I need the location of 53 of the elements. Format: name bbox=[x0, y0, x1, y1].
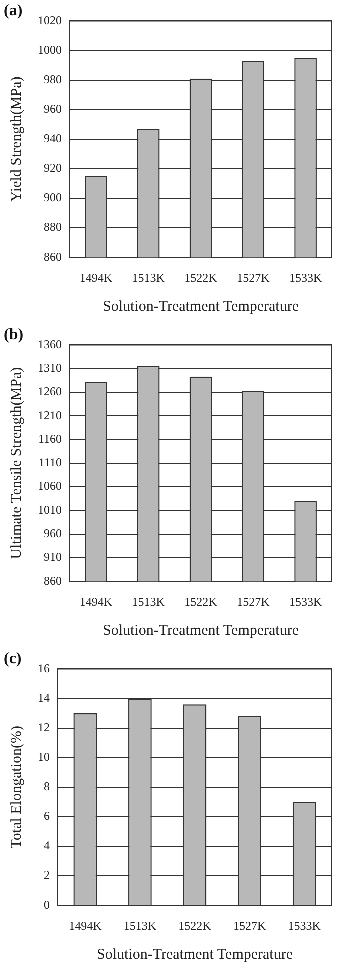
y-tick-label: 1210 bbox=[38, 408, 62, 422]
x-tick-label: 1494K bbox=[80, 594, 113, 609]
x-tick-label: 1533K bbox=[289, 270, 322, 285]
y-tick-label: 1310 bbox=[38, 360, 62, 375]
y-tick-label: 1010 bbox=[38, 502, 62, 517]
x-tick-label: 1522K bbox=[184, 270, 218, 285]
y-tick-label: 14 bbox=[38, 690, 50, 705]
y-tick-label: 4 bbox=[44, 838, 50, 853]
chart-title: (b) bbox=[4, 326, 24, 344]
y-tick-label: 1360 bbox=[38, 337, 62, 352]
x-tick-label: 1527K bbox=[233, 918, 266, 933]
y-tick-label: 2 bbox=[44, 868, 50, 882]
y-tick-label: 10 bbox=[38, 750, 50, 764]
y-tick-label: 910 bbox=[44, 550, 62, 564]
y-tick-label: 940 bbox=[44, 132, 62, 146]
y-axis-title: Yield Strength(MPa) bbox=[8, 76, 25, 202]
y-axis-title: Total Elongation(%) bbox=[8, 726, 25, 849]
y-tick-label: 1110 bbox=[38, 456, 62, 470]
y-tick-label: 880 bbox=[44, 220, 62, 234]
x-tick-label: 1522K bbox=[178, 918, 212, 933]
x-tick-label: 1494K bbox=[80, 270, 113, 285]
y-axis-title: Ultimate Tensile Strength(MPa) bbox=[8, 367, 25, 560]
y-tick-label: 900 bbox=[44, 190, 62, 205]
chart-title: (c) bbox=[4, 650, 22, 668]
y-tick-label: 1060 bbox=[38, 479, 62, 494]
y-tick-label: 1020 bbox=[38, 13, 62, 28]
x-tick-label: 1522K bbox=[184, 594, 218, 609]
y-tick-label: 960 bbox=[44, 526, 62, 540]
y-tick-label: 920 bbox=[44, 161, 62, 176]
x-tick-label: 1533K bbox=[288, 918, 322, 933]
chart-title: (a) bbox=[4, 2, 23, 20]
x-tick-label: 1513K bbox=[124, 918, 157, 933]
y-tick-label: 1000 bbox=[38, 42, 62, 57]
x-axis-title: Solution-Treatment Temperature bbox=[103, 622, 300, 639]
x-tick-label: 1533K bbox=[289, 594, 322, 609]
y-tick-label: 16 bbox=[38, 661, 50, 676]
y-tick-label: 1160 bbox=[38, 432, 62, 446]
y-tick-label: 860 bbox=[44, 250, 62, 264]
y-tick-label: 980 bbox=[44, 72, 62, 86]
y-tick-label: 960 bbox=[44, 102, 62, 116]
x-tick-label: 1494K bbox=[69, 918, 102, 933]
x-tick-label: 1527K bbox=[237, 594, 270, 609]
x-axis-title: Solution-Treatment Temperature bbox=[97, 946, 294, 963]
y-tick-label: 12 bbox=[38, 720, 50, 734]
y-tick-label: 860 bbox=[44, 574, 62, 588]
x-tick-label: 1527K bbox=[237, 270, 270, 285]
y-tick-label: 0 bbox=[44, 898, 50, 912]
y-tick-label: 6 bbox=[44, 809, 50, 824]
x-axis-title: Solution-Treatment Temperature bbox=[103, 298, 300, 315]
y-tick-label: 1260 bbox=[38, 384, 62, 399]
y-tick-label: 8 bbox=[44, 780, 50, 794]
x-tick-label: 1513K bbox=[132, 270, 166, 285]
x-tick-label: 1513K bbox=[132, 594, 166, 609]
